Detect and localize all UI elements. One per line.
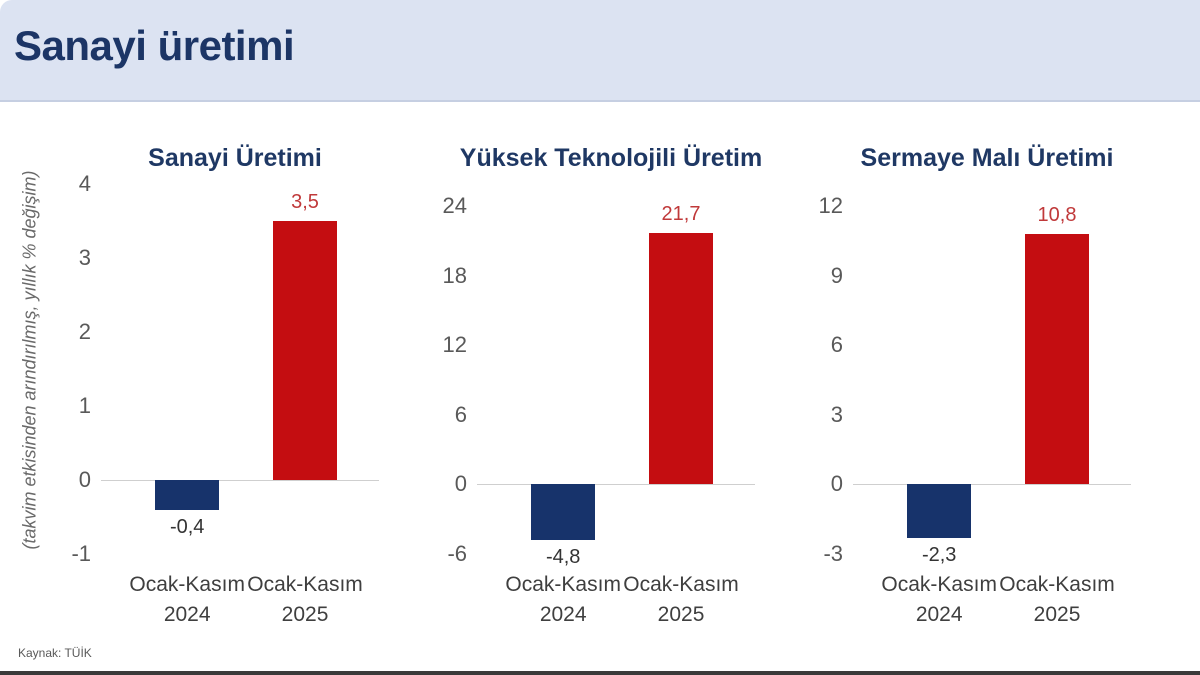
y-tick-label: 0 [78, 467, 91, 492]
source-note: Kaynak: TÜİK [18, 646, 92, 660]
x-axis-label: Ocak-Kasım 2024 [881, 573, 997, 626]
plot-area: 12 9 6 3 0 -3 -2,3 Ocak-Kasım 2024 10,8 Ocak-Kası… [807, 193, 1167, 626]
zero-axis-line [477, 484, 755, 486]
zero-axis-line [853, 484, 1131, 486]
y-tick-label: -1 [71, 541, 91, 566]
plot-draw-area: -2,3 Ocak-Kasım 2024 10,8 Ocak-Kasım 2025 [853, 203, 1131, 626]
y-tick-label: 6 [454, 401, 467, 427]
y-tick-label: 0 [454, 471, 467, 497]
y-tick-label: 2 [78, 319, 91, 344]
x-axis-label: Ocak-Kasım 2025 [999, 573, 1115, 626]
bar-2025 [649, 232, 714, 485]
value-label: -2,3 [921, 543, 957, 566]
chart-title: Yüksek Teknolojili Üretim [459, 144, 763, 172]
y-tick-label: 4 [78, 171, 91, 196]
y-axis-ticks: 24 18 12 6 0 -6 [431, 193, 475, 566]
bottom-bar [0, 671, 1200, 675]
y-tick-label: 0 [830, 471, 843, 497]
y-tick-label: 24 [442, 193, 467, 218]
y-axis-ticks: 12 9 6 3 0 -3 [807, 193, 851, 566]
chart-sermaye-mali-uretimi: Sermaye Malı Üretimi 12 9 6 3 0 -3 -2,3 Ocak-K… [807, 142, 1167, 626]
y-tick-label: 12 [818, 193, 843, 218]
chart-title: Sanayi Üretimi [148, 144, 322, 172]
plot-draw-area: -4,8 Ocak-Kasım 2024 21,7 Ocak-Kasım 2025 [477, 202, 755, 626]
chart-yuksek-teknolojili-uretim: Yüksek Teknolojili Üretim 24 18 12 6 0 -6 -4,… [431, 142, 791, 626]
x-axis-label: Ocak-Kasım 2025 [247, 573, 363, 626]
bar-2024 [155, 480, 220, 510]
plot-area: 4 3 2 1 0 -1 -0,4 Ocak-Kasım 2024 3,5 Ocak-Kasım 2… [55, 171, 415, 626]
y-tick-label: -3 [823, 541, 843, 566]
chart-title: Sermaye Malı Üretimi [860, 144, 1114, 172]
value-label: 21,7 [661, 202, 701, 225]
y-axis-ticks: 4 3 2 1 0 -1 [55, 171, 99, 566]
bar-2024 [531, 484, 596, 541]
x-axis-label: Ocak-Kasım 2025 [623, 573, 739, 626]
value-label: -0,4 [169, 515, 205, 538]
zero-axis-line [101, 480, 379, 481]
y-axis-unit-label: (takvim etkisinden arındırılmış, yıllık … [19, 170, 40, 550]
value-label: 10,8 [1037, 203, 1077, 226]
value-label: 3,5 [291, 191, 319, 213]
charts-row: Sanayi Üretimi 4 3 2 1 0 -1 -0,4 Ocak-Kasım 202… [55, 142, 1192, 626]
y-tick-label: 3 [830, 401, 843, 427]
x-axis-label: Ocak-Kasım 2024 [505, 573, 621, 626]
y-tick-label: 18 [442, 262, 467, 288]
slide-header: Sanayi üretimi [0, 0, 1200, 102]
plot-area: 24 18 12 6 0 -6 -4,8 Ocak-Kasım 2024 21,7 Ocak-Ka… [431, 193, 791, 626]
y-tick-label: -6 [447, 541, 467, 566]
y-tick-label: 1 [78, 393, 91, 418]
chart-sanayi-uretimi: Sanayi Üretimi 4 3 2 1 0 -1 -0,4 Ocak-Kasım 202… [55, 142, 415, 626]
bar-2025 [1025, 233, 1090, 485]
y-tick-label: 3 [78, 245, 91, 270]
value-label: -4,8 [545, 546, 581, 569]
y-tick-label: 12 [442, 332, 467, 358]
y-tick-label: 6 [830, 332, 843, 358]
bar-2025 [273, 221, 338, 480]
x-axis-label: Ocak-Kasım 2024 [129, 573, 245, 626]
page-title: Sanayi üretimi [14, 22, 295, 69]
bar-2024 [907, 484, 972, 538]
y-tick-label: 9 [830, 262, 843, 288]
plot-draw-area: -0,4 Ocak-Kasım 2024 3,5 Ocak-Kasım 2025 [101, 184, 379, 626]
